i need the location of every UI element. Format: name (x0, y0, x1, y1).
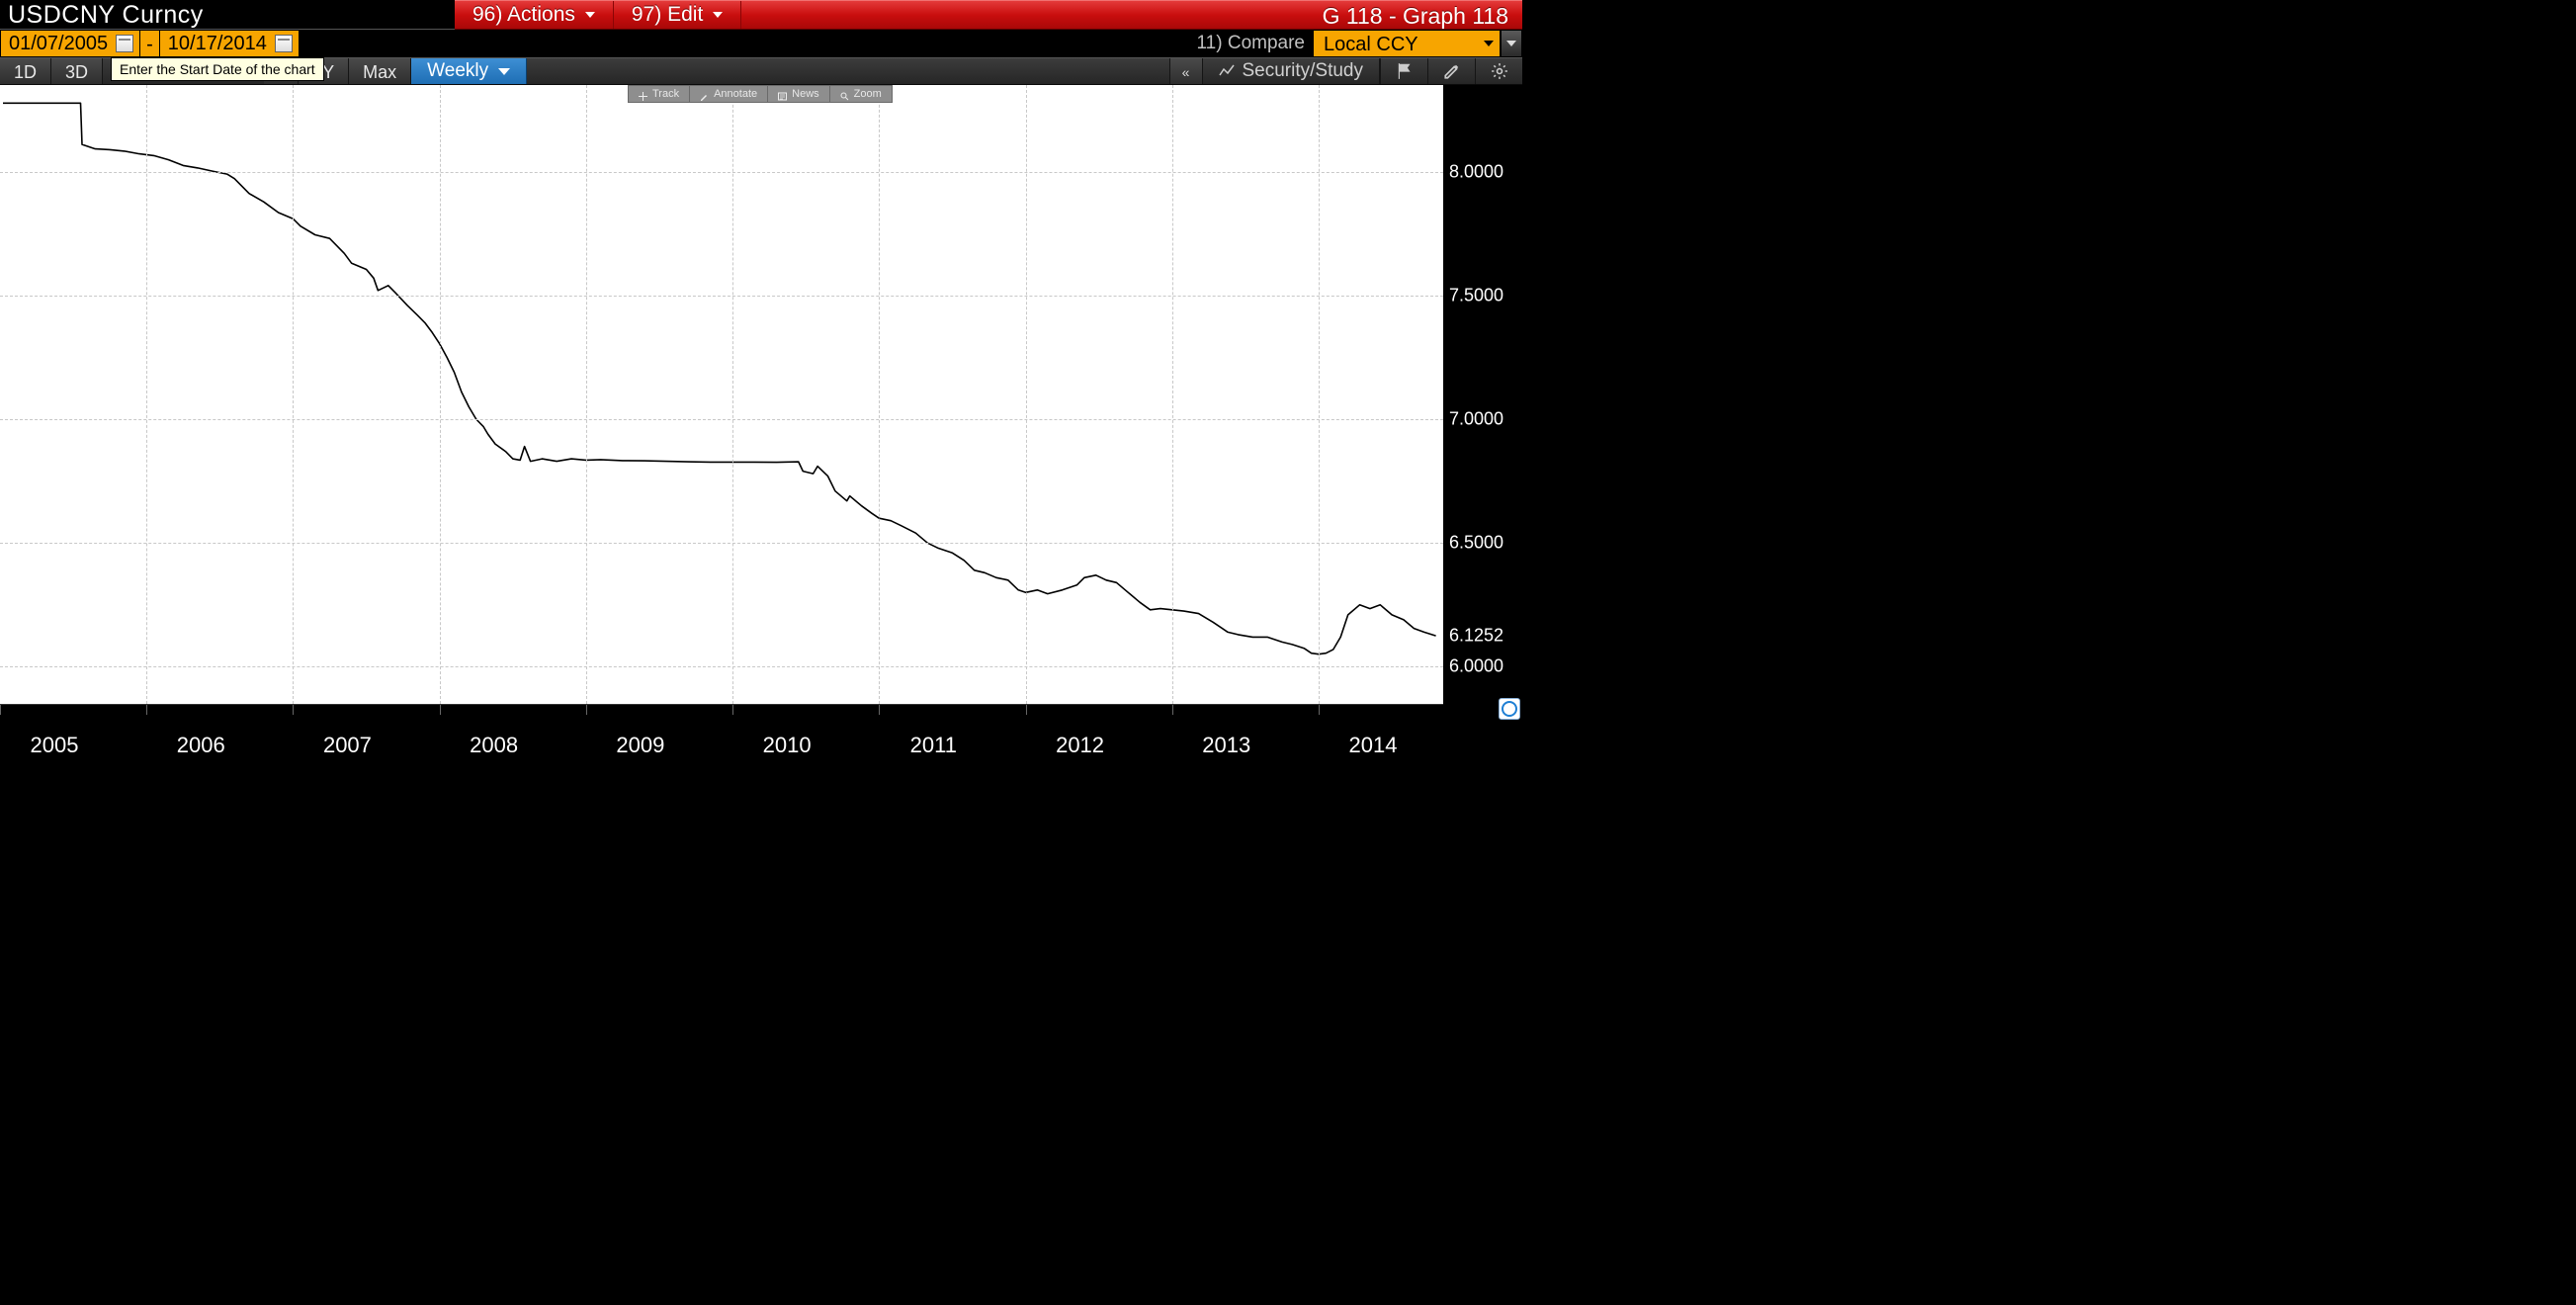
x-axis-label: 2010 (763, 733, 812, 758)
zoom-icon (840, 90, 849, 99)
graph-title: G 118 - Graph 118 (1309, 1, 1522, 29)
ticker-title: USDCNY Curncy (0, 0, 455, 30)
pencil-icon (1443, 62, 1461, 80)
tooltip: Enter the Start Date of the chart (111, 57, 324, 81)
x-axis-label: 2005 (31, 733, 79, 758)
currency-dropdown[interactable]: Local CCY (1313, 30, 1501, 57)
y-axis: 8.0000 7.5000 7.0000 6.5000 6.0000 6.1252 (1443, 85, 1522, 704)
news-label: News (792, 86, 819, 102)
period-tab-max[interactable]: Max (349, 58, 411, 84)
x-axis-label: 2009 (616, 733, 664, 758)
terminal-window: USDCNY Curncy 96) Actions 97) Edit G 118… (0, 0, 1522, 771)
x-axis-label: 2007 (323, 733, 372, 758)
news-button[interactable]: News (768, 86, 830, 102)
track-button[interactable]: Track (629, 86, 690, 102)
annotate-button[interactable]: Annotate (690, 86, 768, 102)
y-axis-label: 7.5000 (1449, 285, 1503, 305)
interval-label: Weekly (427, 57, 488, 85)
gear-icon (1491, 62, 1508, 80)
security-study-label: Security/Study (1243, 57, 1364, 85)
x-axis-label: 2008 (470, 733, 518, 758)
start-date-value: 01/07/2005 (9, 33, 108, 55)
chart-area: 8.0000 7.5000 7.0000 6.5000 6.0000 6.1252 200… (0, 85, 1522, 771)
chevron-down-icon (713, 12, 723, 18)
x-axis-label: 2011 (910, 733, 957, 758)
remote-badge-icon[interactable] (1499, 698, 1520, 720)
actions-label: 96) Actions (472, 0, 575, 30)
date-separator: - (140, 30, 159, 57)
zoom-label: Zoom (854, 86, 882, 102)
chart-icon (1219, 63, 1235, 79)
y-axis-label: 6.0000 (1449, 656, 1503, 677)
period-tab-3d[interactable]: 3D (51, 58, 103, 84)
y-axis-label: 7.0000 (1449, 409, 1503, 430)
chart-mini-toolbar: Track Annotate News Zoom (628, 85, 893, 103)
y-axis-label: 6.5000 (1449, 533, 1503, 554)
edit-label: 97) Edit (632, 0, 703, 30)
interval-dropdown[interactable]: Weekly (411, 58, 527, 84)
end-date-value: 10/17/2014 (168, 33, 267, 55)
zoom-button[interactable]: Zoom (830, 86, 892, 102)
calendar-icon[interactable] (275, 35, 293, 52)
chevron-down-icon (585, 12, 595, 18)
edit-menu-button[interactable]: 97) Edit (614, 1, 741, 29)
edit-chart-button[interactable] (1427, 58, 1475, 84)
compare-label[interactable]: 11) Compare (1197, 30, 1313, 57)
currency-value: Local CCY (1324, 34, 1418, 55)
period-tab-1d[interactable]: 1D (0, 58, 51, 84)
title-bar: USDCNY Curncy 96) Actions 97) Edit G 118… (0, 0, 1522, 30)
pencil-icon (700, 90, 709, 99)
x-axis-label: 2006 (177, 733, 225, 758)
chevron-down-icon (498, 68, 510, 75)
crosshair-icon (639, 90, 647, 99)
x-axis-label: 2014 (1349, 733, 1398, 758)
y-axis-last-label: 6.1252 (1449, 626, 1503, 647)
flag-icon (1396, 62, 1414, 80)
function-bar: 96) Actions 97) Edit G 118 - Graph 118 (455, 0, 1522, 30)
flag-button[interactable] (1380, 58, 1427, 84)
calendar-icon[interactable] (116, 35, 133, 52)
chart-plot[interactable] (0, 85, 1443, 704)
x-axis: 2005 2006 2007 2008 2009 2010 2011 2012 2013 2014 (0, 704, 1443, 771)
news-icon (778, 90, 787, 99)
price-line (0, 85, 1443, 704)
end-date-field[interactable]: 10/17/2014 (159, 30, 300, 57)
track-label: Track (652, 86, 679, 102)
x-axis-label: 2013 (1202, 733, 1250, 758)
collapse-button[interactable]: « (1169, 58, 1203, 84)
security-study-button[interactable]: Security/Study (1203, 58, 1381, 84)
actions-menu-button[interactable]: 96) Actions (455, 1, 614, 29)
currency-dropdown-button[interactable] (1501, 30, 1522, 57)
y-axis-label: 8.0000 (1449, 161, 1503, 182)
annotate-label: Annotate (714, 86, 757, 102)
settings-button[interactable] (1475, 58, 1522, 84)
date-row: 01/07/2005 - 10/17/2014 11) Compare Loca… (0, 30, 1522, 57)
x-axis-label: 2012 (1056, 733, 1104, 758)
start-date-field[interactable]: 01/07/2005 (0, 30, 140, 57)
